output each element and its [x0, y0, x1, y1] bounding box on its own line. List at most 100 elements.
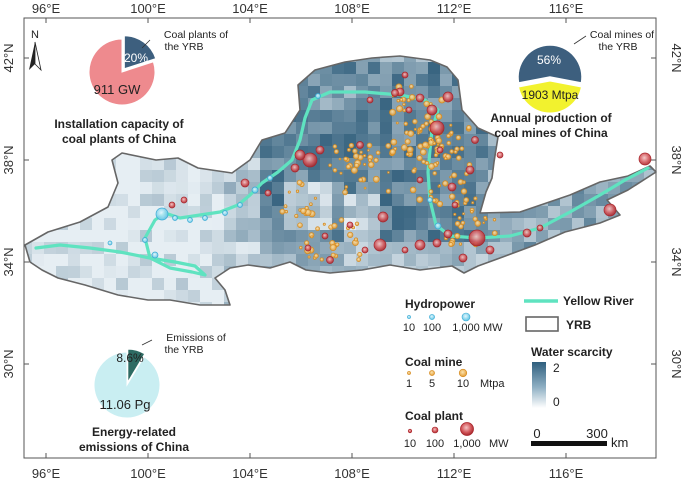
lon-tick-top: 116°E: [549, 1, 584, 16]
lat-tick-left: 38°N: [1, 145, 16, 174]
coal-mine-marker: [403, 121, 408, 126]
coal-mine-marker: [368, 161, 375, 168]
legend-hydropower-small-icon: [407, 315, 411, 319]
pie-emissions-callout-line2: the YRB: [165, 344, 204, 356]
coal-mine-marker: [436, 200, 444, 208]
coal-mine-marker: [335, 242, 340, 247]
coal-mine-marker: [396, 105, 404, 113]
legend-yrb-swatch: [525, 316, 559, 332]
coal-mine-marker: [359, 150, 363, 155]
hydropower-marker: [434, 222, 442, 230]
legend-hydropower-unit: MW: [483, 322, 503, 334]
legend-coal-mine-label-small: 1: [406, 378, 412, 390]
coal-mine-marker: [435, 137, 443, 145]
longitude-ticks-top: 96°E 100°E 104°E 108°E 112°E 116°E: [32, 1, 584, 16]
hydropower-marker: [315, 93, 321, 99]
pie-production-share-label: 56%: [537, 53, 561, 67]
coal-mine-marker: [330, 252, 336, 258]
coal-plant-marker: [168, 201, 176, 209]
legend-coal-mine-large-icon: [458, 368, 468, 378]
coal-mine-marker: [296, 179, 303, 186]
pie-installation-callout-line2: the YRB: [165, 41, 204, 53]
hydropower-marker: [237, 202, 243, 208]
coal-mine-marker: [424, 121, 429, 127]
coal-mine-marker: [473, 196, 478, 201]
coal-mine-marker: [462, 212, 465, 216]
lon-tick-bottom: 96°E: [32, 466, 61, 481]
hydropower-marker: [187, 217, 193, 223]
pie-installation-share-slice: [123, 35, 157, 70]
coal-mine-marker: [482, 221, 485, 224]
coal-mine-marker: [449, 175, 452, 179]
pie-production: 56% 1903 Mtpa Coal mines of the YRB Annu…: [490, 29, 654, 140]
coal-mine-marker: [395, 121, 399, 125]
coal-mine-marker: [387, 171, 390, 174]
coal-mine-marker: [315, 226, 320, 232]
coal-mine-marker: [345, 164, 351, 170]
coal-mine-marker: [483, 215, 488, 220]
coal-plant-marker: [361, 246, 369, 254]
coal-plant-marker: [458, 253, 468, 263]
coal-mine-marker: [457, 179, 464, 185]
coal-mine-marker: [446, 140, 452, 146]
legend-coal-plant-medium-icon: [431, 426, 439, 434]
coal-plant-marker: [290, 163, 300, 173]
coal-mine-marker: [356, 257, 362, 262]
pie-emissions-total-slice: [93, 351, 161, 419]
legend-hydropower-large-icon: [461, 312, 471, 322]
coal-mine-marker: [470, 210, 474, 214]
coal-mine-marker: [432, 171, 437, 176]
coal-mine-marker: [328, 163, 332, 168]
coal-mine-marker: [448, 242, 454, 247]
north-arrow: N: [29, 29, 42, 72]
pie-installation-share-label: 20%: [124, 51, 148, 65]
coal-mine-marker: [401, 144, 408, 151]
coal-plant-marker: [302, 152, 318, 168]
coal-mine-marker: [456, 155, 462, 161]
pie-production-total-slice: [517, 80, 583, 114]
coal-plant-marker: [443, 229, 453, 239]
coal-plant-marker: [496, 151, 504, 159]
pie-emissions-share-label: 8.6%: [116, 351, 144, 365]
coal-mine-marker: [338, 157, 342, 161]
coal-mine-marker: [459, 146, 465, 151]
coal-plant-marker: [485, 245, 495, 255]
coal-mine-marker: [442, 180, 449, 187]
coal-mine-marker: [352, 153, 360, 160]
pie-production-total-label: 1903 Mtpa: [522, 88, 579, 102]
pie-installation-callout-line1: Coal plants of: [164, 29, 228, 41]
coal-mine-marker: [446, 133, 451, 139]
lon-tick-top: 96°E: [32, 1, 61, 16]
coal-mine-marker: [428, 163, 435, 170]
legend-coal-plant-label-large: 1,000: [453, 438, 481, 450]
legend-water-scarcity-colorbar: [532, 362, 546, 408]
pie-installation-total-slice: [88, 38, 156, 106]
coal-plant-marker: [426, 104, 438, 116]
coal-mine-marker: [350, 166, 358, 174]
legend-coal-plant-unit: MW: [489, 438, 509, 450]
hydropower-marker: [151, 251, 159, 259]
coal-mine-marker: [348, 142, 355, 149]
coal-mine-marker: [333, 149, 339, 155]
hydropower-marker: [251, 186, 259, 194]
coal-mine-marker: [406, 98, 411, 103]
coal-mine-marker: [339, 171, 343, 175]
coal-mine-marker: [449, 123, 453, 127]
lat-tick-right: 38°N: [669, 145, 684, 174]
pie-production-callout-line: [573, 35, 587, 45]
lat-tick-left: 30°N: [1, 349, 16, 378]
coal-mine-marker: [435, 113, 443, 120]
legend-water-scarcity-min: 0: [553, 395, 560, 409]
coal-mine-marker: [453, 212, 457, 216]
coal-mine-marker: [363, 162, 367, 166]
lon-tick-top: 100°E: [130, 1, 166, 16]
pie-installation-title-line1: Installation capacity of: [54, 117, 184, 131]
coal-mine-marker: [279, 208, 286, 215]
lat-tick-right: 42°N: [669, 43, 684, 72]
coal-plant-marker: [415, 93, 425, 103]
legend-water-scarcity: Water scarcity 2 0: [531, 345, 613, 409]
coal-plant-marker: [346, 221, 354, 229]
coal-mine-marker: [409, 94, 416, 101]
lon-tick-bottom: 100°E: [130, 466, 166, 481]
